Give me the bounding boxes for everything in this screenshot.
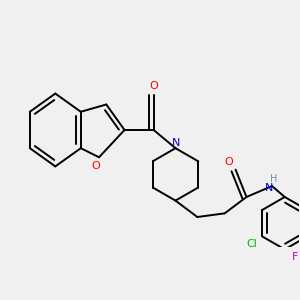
Text: N: N xyxy=(265,183,273,193)
Text: F: F xyxy=(292,252,298,262)
Text: H: H xyxy=(270,174,278,184)
Text: N: N xyxy=(172,138,180,148)
Text: Cl: Cl xyxy=(246,238,257,249)
Text: O: O xyxy=(91,161,100,171)
Text: O: O xyxy=(149,81,158,91)
Text: O: O xyxy=(224,158,233,167)
